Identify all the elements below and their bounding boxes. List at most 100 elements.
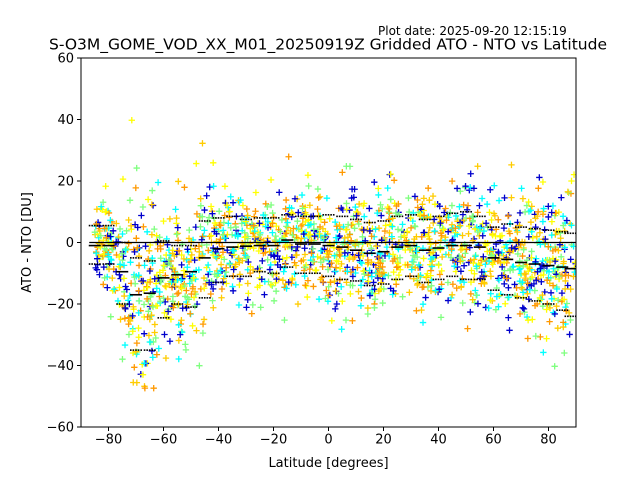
scatter-point <box>513 284 520 292</box>
scatter-point <box>558 289 566 297</box>
bin-spread-dot <box>539 300 541 302</box>
scatter-point <box>457 268 465 275</box>
scatter-point <box>456 222 464 229</box>
scatter-point <box>493 293 501 300</box>
bin-spread-dot <box>567 232 569 235</box>
scatter-point <box>517 280 525 287</box>
scatter-point <box>97 232 105 239</box>
scatter-point <box>438 253 446 261</box>
scatter-point <box>177 331 184 338</box>
scatter-point <box>173 220 180 227</box>
x-tick-label: 20 <box>375 433 392 448</box>
scatter-point <box>316 230 323 238</box>
bin-spread-dot <box>305 272 307 275</box>
scatter-point <box>425 184 432 192</box>
scatter-point <box>346 253 354 261</box>
bin-spread-dot <box>451 212 454 215</box>
bin-spread-dot <box>300 215 302 218</box>
scatter-point <box>539 291 546 299</box>
bin-spread-dot <box>311 215 313 218</box>
scatter-point <box>266 248 273 255</box>
bin-spread-dot <box>190 244 192 247</box>
bin-spread-dot <box>385 220 387 222</box>
scatter-point <box>227 224 234 231</box>
bin-spread-dot <box>536 227 539 230</box>
bin-spread-dot <box>515 226 517 228</box>
bin-spread-dot <box>396 215 399 218</box>
bin-spread-dot <box>426 218 429 221</box>
scatter-point <box>149 354 157 361</box>
scatter-point <box>161 331 168 338</box>
scatter-point <box>179 275 186 282</box>
scatter-point <box>219 249 227 256</box>
bin-spread-dot <box>448 212 451 215</box>
scatter-point <box>347 281 354 289</box>
bin-spread-dot <box>542 303 545 305</box>
scatter-point <box>133 235 140 242</box>
scatter-point <box>244 233 252 240</box>
scatter-point <box>489 261 496 268</box>
scatter-point <box>187 255 194 262</box>
scatter-point <box>210 183 217 190</box>
scatter-point <box>287 227 294 235</box>
bin-spread-dot <box>336 215 338 218</box>
scatter-point <box>317 216 325 223</box>
scatter-point <box>220 227 227 234</box>
scatter-point <box>230 266 237 273</box>
bin-spread-dot <box>135 257 137 259</box>
bin-spread-dot <box>382 283 385 285</box>
scatter-point <box>199 140 206 147</box>
scatter-point <box>566 331 573 338</box>
scatter-point <box>347 290 354 298</box>
scatter-point <box>91 229 99 236</box>
scatter-point <box>151 225 158 233</box>
bin-spread-dot <box>179 303 181 305</box>
scatter-point <box>368 245 375 252</box>
scatter-point <box>321 246 328 253</box>
scatter-point <box>429 192 437 200</box>
bin-spread-dot <box>93 263 96 265</box>
bin-spread-dot <box>154 349 156 351</box>
scatter-point <box>374 209 381 217</box>
scatter-point <box>109 287 117 294</box>
bin-spread-dot <box>412 214 415 216</box>
scatter-point <box>463 246 470 253</box>
scatter-point <box>521 270 528 277</box>
scatter-point <box>410 258 417 266</box>
scatter-point <box>394 226 402 233</box>
scatter-point <box>449 236 456 243</box>
scatter-point <box>153 351 161 358</box>
bin-spread-dot <box>545 303 547 305</box>
scatter-point <box>197 195 204 202</box>
bin-spread-dot <box>316 215 319 218</box>
scatter-point <box>553 302 560 310</box>
bin-spread-dot <box>206 297 209 299</box>
scatter-point <box>121 341 129 349</box>
scatter-point <box>257 304 264 311</box>
scatter-point <box>444 279 452 286</box>
scatter-point <box>399 221 406 228</box>
scatter-point <box>102 183 109 190</box>
scatter-point <box>419 284 426 291</box>
scatter-point <box>469 296 476 303</box>
scatter-point <box>123 227 130 235</box>
scatter-point <box>436 214 443 221</box>
scatter-point <box>196 362 203 369</box>
bin-spread-dot <box>222 217 225 219</box>
bin-spread-dot <box>148 349 151 351</box>
scatter-point <box>269 220 276 227</box>
bin-spread-dot <box>272 272 275 275</box>
bin-spread-dot <box>261 270 264 273</box>
scatter-point <box>488 216 495 224</box>
scatter-point <box>235 301 243 309</box>
scatter-point <box>169 250 176 257</box>
scatter-point <box>207 203 215 210</box>
scatter-point <box>344 268 351 275</box>
scatter-point <box>370 279 377 286</box>
scatter-point <box>392 276 400 284</box>
scatter-point <box>245 258 252 266</box>
scatter-point <box>545 203 552 210</box>
scatter-point <box>456 203 463 210</box>
bin-spread-dot <box>357 218 360 221</box>
